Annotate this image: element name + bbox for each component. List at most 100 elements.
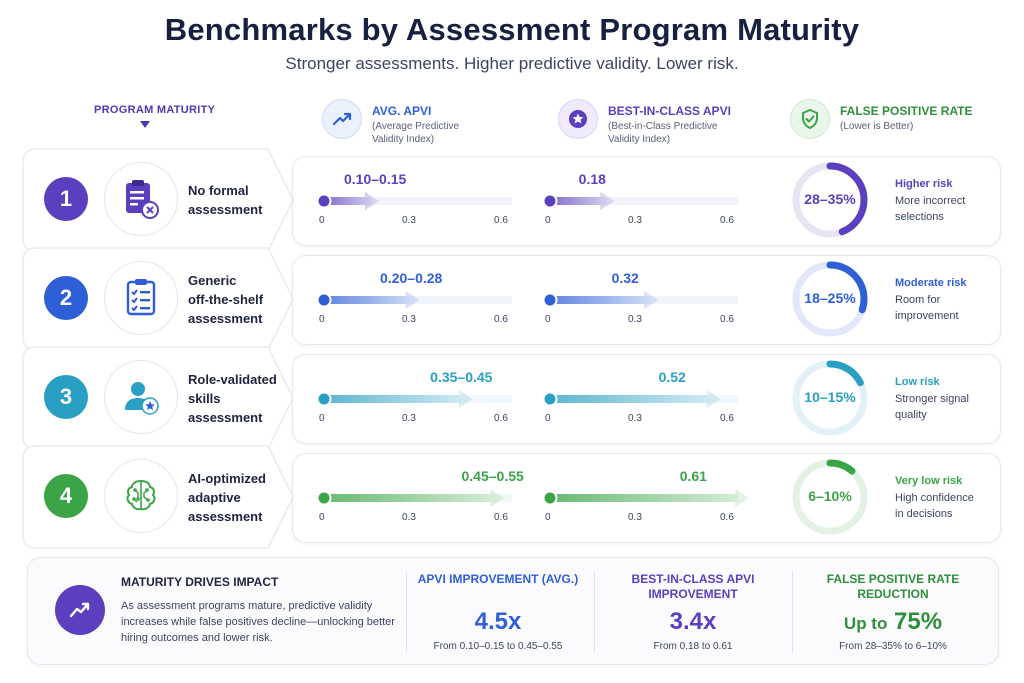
bar-track	[550, 197, 738, 205]
axis-tick-label: 0.3	[628, 413, 642, 424]
level-label-lines: Role-validated skills assessment	[188, 370, 277, 427]
bar-start-dot	[316, 193, 332, 209]
avg-apvi-bar	[316, 390, 512, 408]
risk-description: improvement	[895, 310, 959, 322]
bar-start-dot	[542, 490, 558, 506]
bar-mark	[324, 291, 420, 309]
summary-card: MATURITY DRIVES IMPACT As assessment pro…	[27, 557, 999, 665]
bar-mark	[324, 192, 379, 210]
metric-title: BEST-IN-CLASS APVI IMPROVEMENT	[631, 572, 755, 601]
level-label-line: assessment	[188, 202, 263, 217]
metric-prefix: Up to	[843, 614, 888, 633]
star-badge-icon	[558, 99, 598, 139]
level-label: AI-optimized adaptive assessment	[188, 445, 266, 549]
level-label-line: Role-validated	[188, 371, 277, 387]
avg-apvi-value: 0.20–0.28	[380, 270, 443, 286]
level-number-badge: 4	[44, 474, 88, 518]
risk-level: Moderate risk	[895, 277, 967, 289]
risk-description: High confidence	[895, 492, 974, 504]
fpr-value: 6–10%	[808, 488, 852, 504]
best-apvi-sub-2: Validity Index)	[608, 134, 671, 145]
best-apvi-bar	[542, 390, 738, 408]
clipboard-x-icon	[121, 177, 161, 221]
best-apvi-bar	[542, 489, 750, 507]
level-number-badge: 3	[44, 375, 88, 419]
axis-tick-label: 0.6	[494, 512, 508, 523]
bar-start-dot	[542, 292, 558, 308]
level-label-line: adaptive	[188, 489, 241, 505]
axis-tick-label: 0	[319, 215, 325, 226]
axis-tick-label: 0.3	[402, 215, 416, 226]
best-apvi-bar	[542, 291, 738, 309]
axis-tick-label: 0	[545, 413, 551, 424]
axis-tick-label: 0.6	[720, 413, 734, 424]
avg-apvi-bar	[316, 192, 512, 210]
best-apvi-value: 0.32	[611, 270, 639, 286]
fpr-header: FALSE POSITIVE RATE (Lower is Better)	[790, 99, 972, 139]
best-apvi-sub-1: (Best-in-Class Predictive	[608, 121, 718, 132]
level-label-line: skills	[188, 390, 221, 406]
program-maturity-header: PROGRAM MATURITY	[94, 104, 216, 116]
axis-tick-label: 0.6	[720, 314, 734, 325]
avg-apvi-header: AVG. APVI (Average Predictive Validity I…	[322, 99, 459, 146]
fpr-ring	[792, 459, 868, 535]
risk-description: in decisions	[895, 508, 953, 520]
axis-tick-label: 0.6	[720, 215, 734, 226]
level-label-lines: Generic off-the-shelf assessment	[188, 271, 263, 328]
level-label-line: off-the-shelf	[188, 291, 264, 307]
risk-level: Higher risk	[895, 178, 953, 190]
level-icon-circle	[104, 162, 178, 236]
maturity-level-card: 2 Generic off-the-shelf assessment	[22, 247, 294, 351]
level-number-badge: 1	[44, 177, 88, 221]
metric-apvi-improvement: APVI IMPROVEMENT (AVG.) 4.5x From 0.10–0…	[408, 572, 588, 652]
divider	[406, 572, 407, 652]
axis-tick-label: 0	[545, 314, 551, 325]
fpr-sub: (Lower is Better)	[840, 121, 914, 132]
best-apvi-title: BEST-IN-CLASS APVI	[608, 104, 731, 118]
axis-tick-label: 0.6	[720, 512, 734, 523]
avg-apvi-bar	[316, 489, 512, 507]
level-label: No formal assessment	[188, 148, 262, 252]
bar-mark	[324, 390, 473, 408]
checklist-icon	[121, 276, 161, 320]
bar-mark	[550, 390, 721, 408]
risk-description: selections	[895, 211, 944, 223]
maturity-level-card: 4 AI-optimized adaptive assessment	[22, 445, 294, 549]
bar-track	[324, 197, 512, 205]
axis-tick-label: 0.3	[402, 512, 416, 523]
best-apvi-value: 0.52	[658, 369, 686, 385]
summary-text: As assessment programs mature, predictiv…	[121, 600, 395, 644]
row-card	[292, 156, 1001, 246]
axis-tick-label: 0	[545, 215, 551, 226]
chevron-down-icon	[140, 121, 150, 128]
axis-tick-label: 0.3	[628, 512, 642, 523]
bar-start-dot	[316, 292, 332, 308]
bar-mark	[550, 489, 750, 507]
fpr-ring	[792, 261, 868, 337]
ring-fill	[792, 360, 868, 436]
axis-tick-label: 0	[319, 314, 325, 325]
divider	[594, 572, 595, 652]
metric-from: From 28–35% to 6–10%	[839, 641, 947, 652]
risk-level: Very low risk	[895, 475, 963, 487]
bar-start-dot	[542, 193, 558, 209]
axis-tick-label: 0.3	[402, 413, 416, 424]
level-label-line: assessment	[188, 310, 263, 326]
fpr-ring	[792, 162, 868, 238]
bar-mark	[324, 489, 505, 507]
metric-value: 3.4x	[669, 608, 717, 635]
best-apvi-header: BEST-IN-CLASS APVI (Best-in-Class Predic…	[558, 99, 731, 146]
axis-tick-label: 0	[545, 512, 551, 523]
bar-start-dot	[316, 490, 332, 506]
axis-tick-label: 0.3	[628, 215, 642, 226]
level-icon-circle	[104, 360, 178, 434]
risk-description: quality	[895, 409, 927, 421]
level-number-badge: 2	[44, 276, 88, 320]
fpr-title: FALSE POSITIVE RATE	[840, 104, 973, 118]
level-label-lines: AI-optimized adaptive assessment	[188, 469, 266, 526]
metric-number: 75%	[894, 608, 943, 635]
axis-tick-label: 0	[319, 512, 325, 523]
best-apvi-value: 0.61	[679, 468, 707, 484]
user-star-icon	[120, 376, 162, 418]
avg-apvi-bar	[316, 291, 512, 309]
